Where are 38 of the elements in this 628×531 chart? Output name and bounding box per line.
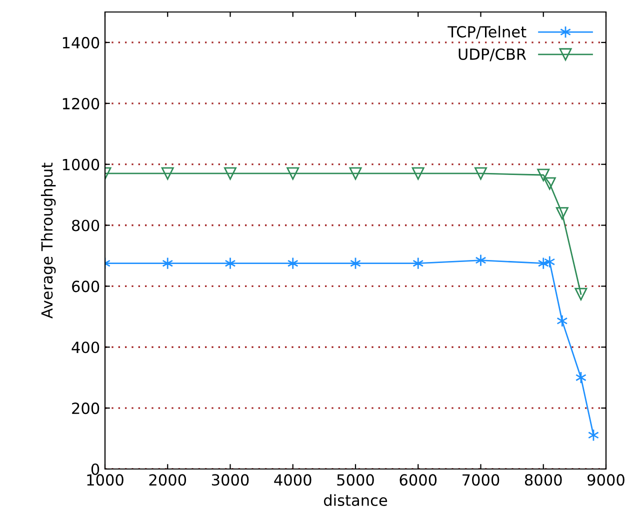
x-tick-label: 1000 [87, 474, 124, 486]
point [286, 167, 300, 180]
point [556, 314, 568, 328]
y-tick-label: 800 [72, 220, 100, 232]
point [161, 167, 174, 180]
x-axis-title: distance [324, 494, 388, 506]
point [474, 167, 487, 180]
y-tick-label: 1200 [62, 98, 100, 110]
point [349, 167, 362, 180]
legend-label: TCP/Telnet [448, 26, 526, 39]
x-tick-label: 4000 [274, 474, 312, 486]
y-tick-label: 600 [72, 280, 100, 292]
point [556, 207, 568, 220]
x-tick-label: 2000 [149, 474, 186, 486]
point [162, 257, 174, 270]
point [537, 168, 550, 182]
legend-label: UDP/CBR [458, 48, 526, 62]
x-tick-label: 3000 [212, 474, 249, 486]
x-tick-label: 8000 [524, 474, 562, 486]
point [543, 177, 556, 190]
y-tick-label: 1000 [62, 158, 100, 170]
point [412, 257, 424, 270]
y-axis-title: Average Throughput [40, 162, 56, 319]
point [544, 256, 556, 268]
x-tick-label: 6000 [400, 474, 437, 486]
x-tick-label: 5000 [337, 474, 374, 486]
y-tick-label: 0 [91, 463, 100, 476]
x-tick-label: 7000 [462, 474, 500, 486]
point [574, 288, 588, 300]
point [412, 167, 424, 180]
y-tick-label: 200 [72, 402, 100, 414]
point [287, 257, 298, 270]
point [224, 167, 236, 180]
point [224, 257, 236, 270]
y-tick-label: 1400 [62, 36, 100, 48]
x-tick-label: 9000 [588, 474, 624, 486]
point [475, 254, 486, 267]
y-tick-label: 400 [72, 342, 100, 354]
